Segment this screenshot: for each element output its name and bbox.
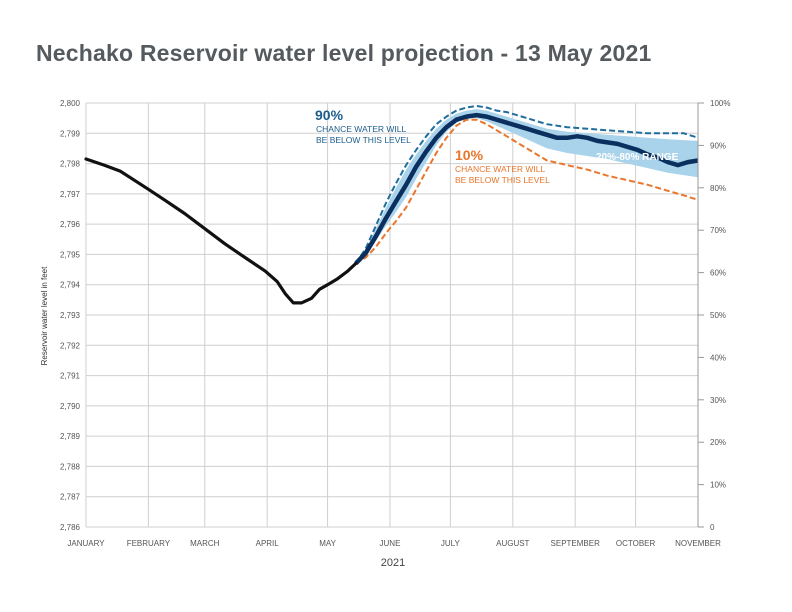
y2-tick-label: 10% [710, 481, 726, 490]
annotation-range: 20%-80% RANGE [596, 152, 679, 163]
y2-tick-label: 20% [710, 438, 726, 447]
y2-tick-label: 80% [710, 184, 726, 193]
x-tick-label: SEPTEMBER [551, 539, 601, 548]
y-axis-label: Reservoir water level in feet [40, 266, 49, 365]
y2-tick-label: 90% [710, 141, 726, 150]
y-tick-label: 2,792 [60, 341, 81, 350]
y-tick-label: 2,790 [60, 402, 81, 411]
x-tick-label: OCTOBER [616, 539, 656, 548]
x-tick-label: MARCH [190, 539, 220, 548]
annotation-p90-line2: BE BELOW THIS LEVEL [316, 135, 411, 145]
band-20-80 [355, 109, 698, 264]
y-tick-label: 2,796 [60, 220, 81, 229]
x-axis-label: 2021 [381, 557, 405, 569]
y-tick-label: 2,794 [60, 281, 81, 290]
y-tick-label: 2,791 [60, 372, 81, 381]
y2-tick-label: 60% [710, 269, 726, 278]
series-p10-line [355, 118, 699, 265]
y2-tick-label: 70% [710, 226, 726, 235]
band-area [355, 109, 698, 264]
x-tick-label: FEBRUARY [127, 539, 171, 548]
series-lines [84, 104, 699, 305]
grid-lines [85, 102, 699, 528]
x-tick-label: NOVEMBER [675, 539, 721, 548]
y2-tick-label: 50% [710, 311, 726, 320]
y-tick-label: 2,797 [60, 190, 81, 199]
y-tick-label: 2,789 [60, 432, 81, 441]
annotation-p10-percent: 10% [455, 147, 484, 163]
x-tick-label: AUGUST [496, 539, 529, 548]
y2-tick-label: 0 [710, 523, 715, 532]
y2-tick-label: 100% [710, 99, 730, 108]
y-tick-label: 2,800 [60, 99, 81, 108]
annotation-p10-line2: BE BELOW THIS LEVEL [455, 175, 550, 185]
y-tick-label: 2,788 [60, 462, 81, 471]
y-tick-label: 2,793 [60, 311, 81, 320]
page-title: Nechako Reservoir water level projection… [36, 40, 652, 66]
series-median-line [354, 112, 699, 266]
series-observed-line [84, 157, 358, 305]
y-tick-label: 2,787 [60, 493, 81, 502]
x-tick-label: JANUARY [67, 539, 105, 548]
x-axis: JANUARY FEBRUARY MARCH APRIL MAY JUNE JULY AUGU… [67, 539, 721, 548]
annotation-p90-line1: CHANCE WATER WILL [316, 124, 406, 134]
y-tick-label: 2,795 [60, 250, 81, 259]
annotation-p90-percent: 90% [315, 107, 344, 123]
x-tick-label: MAY [319, 539, 336, 548]
y-tick-label: 2,799 [60, 129, 81, 138]
y-axis-right: 0 10% 20% 30% 40% 50% 60% 70% 80% 90% 100% [697, 99, 730, 532]
y-axis-left: 2,786 2,787 2,788 2,789 2,790 2,791 2,792 2,793… [60, 99, 81, 532]
y-tick-label: 2,786 [60, 523, 81, 532]
y-tick-label: 2,798 [60, 160, 81, 169]
x-tick-label: APRIL [256, 539, 280, 548]
x-tick-label: JUNE [380, 539, 401, 548]
x-tick-label: JULY [441, 539, 461, 548]
series-p90-line [354, 104, 699, 265]
y2-tick-label: 30% [710, 396, 726, 405]
annotation-p10-line1: CHANCE WATER WILL [455, 164, 545, 174]
y2-tick-label: 40% [710, 353, 726, 362]
